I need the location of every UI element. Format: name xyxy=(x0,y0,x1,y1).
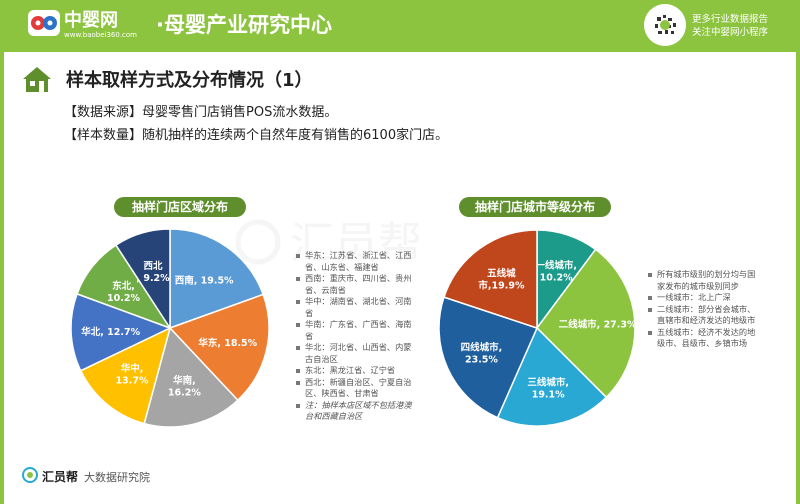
pie-data-label: 华中, 13.7% xyxy=(116,363,149,387)
pie-data-label: 华北, 12.7% xyxy=(81,326,140,338)
promo-line-1: 更多行业数据报告 xyxy=(692,14,769,25)
sample-count-tag: 【样本数量】 xyxy=(64,128,143,143)
region-legend-item: 东北：黑龙江省、辽宁省 xyxy=(296,365,416,377)
pie-data-label: 东北, 10.2% xyxy=(107,280,140,304)
pie-slice-三线城市 xyxy=(496,326,608,427)
pie-slice-二线城市 xyxy=(536,248,636,399)
city-tier-legend-item: 五线城市：经济不发达的地级市、县级市、乡镇市场 xyxy=(648,327,758,350)
region-legend-item: 华南：广东省、广西省、海南省 xyxy=(296,319,416,342)
region-legend-item: 西北：新疆自治区、宁夏自治区、陕西省、甘肃省 xyxy=(296,377,416,400)
pie-data-label: 四线城市, 23.5% xyxy=(461,342,503,366)
qr-code-icon[interactable] xyxy=(644,4,686,46)
region-legend-item: 华东：江苏省、浙江省、江西省、山东省、福建省 xyxy=(296,250,416,273)
pie-slice-华南 xyxy=(143,326,239,428)
region-pie-chart: 西南, 19.5% 华东, 18.5% 华南, 16.2% 华中, 13.7% 华北, 12… xyxy=(70,228,270,428)
left-accent-strip xyxy=(0,52,4,504)
brand-url: www.baobei360.com xyxy=(64,31,138,39)
promo-line-2: 关注中婴网小程序 xyxy=(692,27,769,38)
pie-data-label: 一线城市, 10.2% xyxy=(535,259,577,283)
pie-slice-五线城市 xyxy=(443,229,538,330)
region-legend-item: 西南：重庆市、四川省、贵州省、云南省 xyxy=(296,273,416,296)
pie-data-label: 华南, 16.2% xyxy=(168,375,201,399)
pie-data-label: 三线城市, 19.1% xyxy=(527,377,569,401)
footer-brand: 汇员帮 xyxy=(42,470,79,484)
pie-data-label: 华东, 18.5% xyxy=(198,337,257,349)
data-source-line: 【数据来源】母婴零售门店销售POS流水数据。 xyxy=(64,101,337,120)
pie-slice-华中 xyxy=(79,326,172,425)
brand-logo-icon xyxy=(28,10,60,36)
city-tier-legend-item: 所有城市级别的划分均与国家发布的城市级别同步 xyxy=(648,269,758,292)
pie-slice-四线城市 xyxy=(438,296,539,419)
city-tier-legend-item: 二线城市：部分省会城市、直辖市和经济发达的地级市 xyxy=(648,304,758,327)
header-title: ·母婴产业研究中心 xyxy=(156,13,332,37)
pie-slice-华东 xyxy=(168,293,270,402)
brand-name: 中婴网 xyxy=(64,10,118,31)
pie-data-label: 五线城市,19.9% xyxy=(478,268,525,292)
top-banner: 中婴网 www.baobei360.com ·母婴产业研究中心 更多行业数据报告… xyxy=(0,0,800,52)
footer-subtitle: 大数据研究院 xyxy=(84,471,150,484)
pie-slice-西南 xyxy=(169,228,265,330)
pie-data-label: 二线城市, 27.3% xyxy=(559,319,637,331)
right-accent-strip xyxy=(796,52,800,504)
section-title: 样本取样方式及分布情况（1） xyxy=(66,70,313,91)
sample-count-line: 【样本数量】随机抽样的连续两个自然年度有销售的6100家门店。 xyxy=(64,124,448,143)
sample-count-text: 随机抽样的连续两个自然年度有销售的6100家门店。 xyxy=(142,128,449,143)
data-source-text: 母婴零售门店销售POS流水数据。 xyxy=(142,105,338,120)
region-legend-item: 华中：湖南省、湖北省、河南省 xyxy=(296,296,416,319)
data-source-tag: 【数据来源】 xyxy=(64,105,143,120)
house-icon xyxy=(23,67,51,92)
footer-logo-icon xyxy=(22,467,38,483)
region-legend-item: 华北：河北省、山西省、内蒙古自治区 xyxy=(296,342,416,365)
pie-data-label: 西南, 19.5% xyxy=(175,274,234,286)
city-tier-pie-chart: 一线城市, 10.2% 二线城市, 27.3% 三线城市, 19.1% 四线城市, 23.5… xyxy=(438,229,637,427)
city-tier-legend: 所有城市级别的划分均与国家发布的城市级别同步 一线城市：北上广深 二线城市：部分… xyxy=(648,269,758,350)
watermark-text: 汇员帮 xyxy=(290,218,422,269)
region-note: 注：抽样本店区域不包括港澳台和西藏自治区 xyxy=(296,400,416,423)
pie-slice-西北 xyxy=(114,228,171,331)
pie-slice-华北 xyxy=(70,292,172,372)
watermark: 汇员帮 xyxy=(235,218,422,269)
city-tier-chart-title: 抽样门店城市等级分布 xyxy=(459,197,611,217)
city-tier-legend-item: 一线城市：北上广深 xyxy=(648,292,758,304)
region-legend: 华东：江苏省、浙江省、江西省、山东省、福建省 西南：重庆市、四川省、贵州省、云南… xyxy=(296,250,416,423)
pie-data-label: 西北, 9.2% xyxy=(136,260,170,284)
region-chart-title: 抽样门店区域分布 xyxy=(114,197,246,217)
header-promo: 更多行业数据报告 关注中婴网小程序 xyxy=(692,13,768,39)
